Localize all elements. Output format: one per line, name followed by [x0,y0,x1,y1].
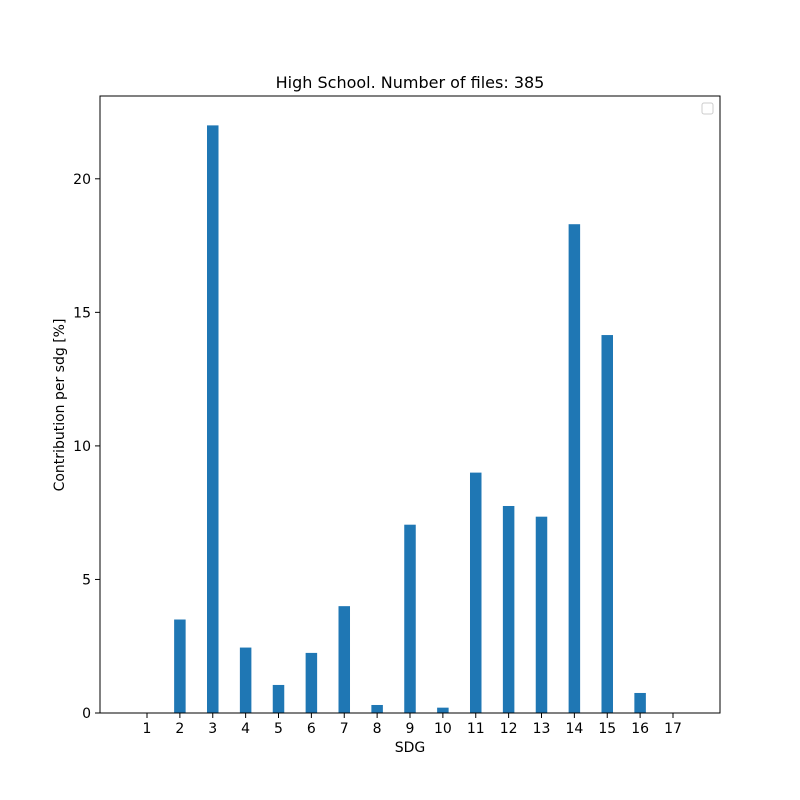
bar-sdg-13 [535,516,548,713]
bars-layer [174,125,646,713]
x-tick-label: 5 [274,721,283,737]
y-axis: 0 5 10 15 20 [73,172,100,722]
x-tick-label: 11 [467,721,485,737]
x-tick-label: 6 [307,721,316,737]
x-tick-label: 3 [208,721,217,737]
bar-sdg-11 [469,472,482,713]
x-tick-label: 12 [500,721,518,737]
bar-sdg-14 [568,224,581,713]
x-tick-label: 7 [340,721,349,737]
x-tick-label: 15 [598,721,616,737]
bar-sdg-5 [272,684,285,713]
y-tick-label: 20 [73,172,91,188]
bar-sdg-15 [601,335,613,713]
y-tick-label: 0 [82,706,91,722]
y-tick-label: 15 [73,305,91,321]
x-tick-label: 4 [241,721,250,737]
x-tick-label: 13 [533,721,551,737]
x-tick-label: 14 [565,721,583,737]
y-tick-label: 10 [73,439,91,455]
x-tick-label: 8 [373,721,382,737]
bar-sdg-4 [239,647,252,713]
bar-sdg-6 [305,652,318,713]
bar-sdg-10 [437,707,449,713]
x-tick-label: 10 [434,721,452,737]
x-tick-label: 16 [631,721,649,737]
y-tick-label: 5 [82,572,91,588]
x-axis-label: SDG [395,740,426,756]
bar-sdg-7 [338,606,351,713]
bar-sdg-9 [404,524,416,713]
x-tick-label: 2 [175,721,184,737]
bar-sdg-3 [207,125,219,713]
bar-sdg-12 [502,505,515,713]
x-axis: 1 2 3 4 5 6 7 8 9 10 11 12 13 14 15 16 17 [143,713,682,737]
y-axis-label: Contribution per sdg [%] [52,319,68,492]
bar-sdg-8 [371,704,383,713]
bar-sdg-2 [174,619,186,713]
chart-title: High School. Number of files: 385 [276,73,545,92]
bar-sdg-16 [634,692,646,713]
x-tick-label: 17 [664,721,682,737]
x-tick-label: 9 [406,721,415,737]
legend-box [701,102,714,115]
x-tick-label: 1 [143,721,152,737]
